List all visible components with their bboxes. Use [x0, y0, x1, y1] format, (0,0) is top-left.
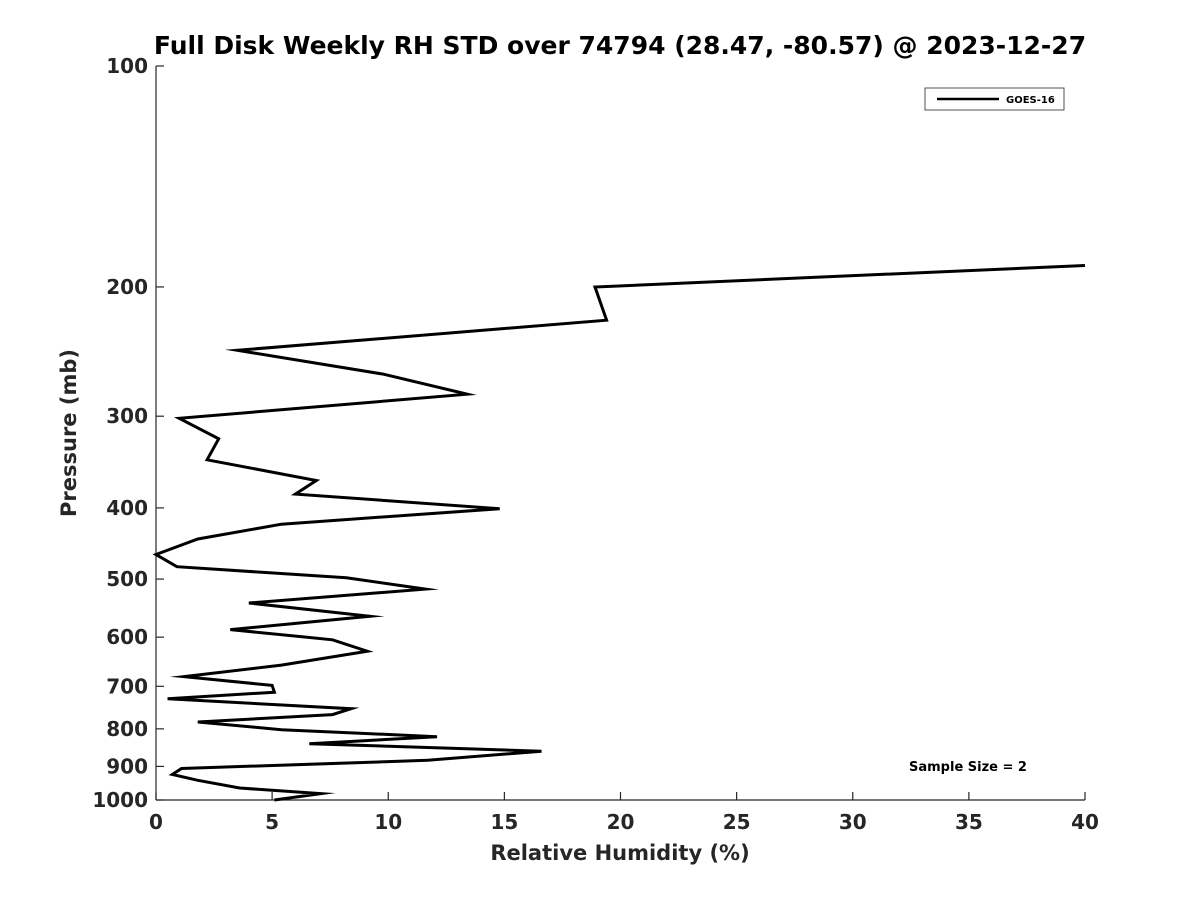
legend: GOES-16 — [924, 87, 1065, 111]
y-tick-label: 800 — [106, 717, 148, 741]
y-axis-ticks: 100 200 300 400 500 600 700 800 900 1000 — [92, 54, 164, 812]
y-tick-label: 900 — [106, 754, 148, 778]
sample-size-annotation: Sample Size = 2 — [909, 760, 1027, 775]
x-tick-label: 25 — [723, 810, 751, 834]
y-tick-label: 600 — [106, 625, 148, 649]
x-axis-ticks: 0 5 10 15 20 25 30 35 40 — [149, 792, 1099, 834]
x-tick-label: 20 — [607, 810, 635, 834]
axes-background — [156, 66, 1085, 800]
chart-title: Full Disk Weekly RH STD over 74794 (28.4… — [154, 31, 1086, 60]
y-tick-label: 400 — [106, 496, 148, 520]
x-axis-label: Relative Humidity (%) — [490, 841, 749, 865]
series-layer — [152, 264, 1086, 802]
y-tick-label: 200 — [106, 275, 148, 299]
y-tick-label: 1000 — [92, 788, 148, 812]
plot-area: 0 5 10 15 20 25 30 35 40 100 200 300 400 500 600 700 80… — [92, 54, 1099, 834]
x-tick-label: 0 — [149, 810, 163, 834]
x-tick-label: 5 — [265, 810, 279, 834]
x-tick-label: 35 — [955, 810, 983, 834]
x-tick-label: 40 — [1071, 810, 1099, 834]
y-tick-label: 700 — [106, 674, 148, 698]
x-tick-label: 30 — [839, 810, 867, 834]
series-line-goes-16 — [152, 264, 1086, 802]
x-tick-label: 15 — [490, 810, 518, 834]
y-axis-label: Pressure (mb) — [57, 349, 81, 517]
y-tick-label: 500 — [106, 567, 148, 591]
legend-label-goes-16: GOES-16 — [1006, 95, 1055, 106]
x-tick-label: 10 — [374, 810, 402, 834]
y-tick-label: 100 — [106, 54, 148, 78]
y-tick-label: 300 — [106, 404, 148, 428]
